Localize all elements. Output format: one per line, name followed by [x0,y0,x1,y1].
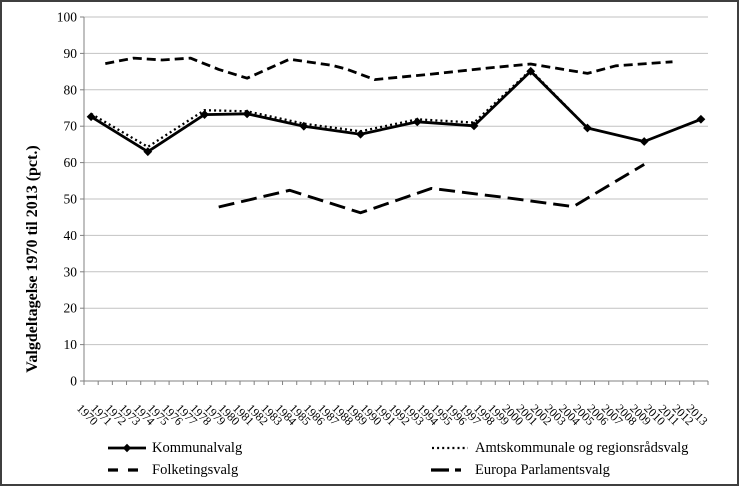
legend-label: Europa Parlamentsvalg [475,462,610,478]
legend-item-europa-parlamentsvalg: Europa Parlamentsvalg [430,461,610,479]
legend-marker-dashed-icon [108,468,140,472]
legend-item-kommunalvalg: Kommunalvalg [107,439,242,457]
series-marker-diamond [412,117,422,127]
series-line-amtskommunale-og-regionsr-dsvalg [90,68,589,149]
y-tick-label: 50 [64,192,78,207]
series-marker-diamond [469,121,479,131]
legend-label: Kommunalvalg [152,440,243,456]
y-tick-label: 30 [64,264,78,279]
series-marker-diamond [242,109,252,119]
legend-item-amtskommunale-og-regionsr-dsvalg: Amtskommunale og regionsrådsvalg [430,439,688,457]
legend-label: Folketingsvalg [152,462,239,478]
y-tick-label: 70 [64,119,78,134]
y-tick-label: 100 [57,10,78,25]
series-marker-diamond [299,121,309,131]
series-marker-diamond [696,114,706,124]
y-tick-label: 0 [70,374,77,389]
y-tick-label: 80 [64,82,78,97]
series-line-europa-parlamentsvalg [218,163,645,215]
legend-marker-dotted-icon [432,446,468,450]
series-marker-diamond [200,110,209,119]
legend-marker-solid-icon [108,443,146,453]
y-tick-label: 20 [64,301,78,316]
y-axis-title: Valgdeltagelse 1970 til 2013 (pct.) [24,145,41,373]
legend-marker-longdash-icon [431,468,463,472]
series-line-kommunalvalg [90,69,702,154]
series-marker-diamond [526,66,536,76]
series-line-folketingsvalg [105,56,673,81]
y-tick-label: 10 [64,337,78,352]
series-marker-diamond [639,137,649,146]
legend-item-folketingsvalg: Folketingsvalg [107,461,238,479]
legend-label: Amtskommunale og regionsrådsvalg [475,440,689,456]
series-marker-diamond [86,112,96,122]
y-tick-label: 60 [64,155,78,170]
y-tick-label: 90 [64,46,78,61]
series-marker-diamond [583,123,592,133]
series-marker-diamond [143,147,153,157]
series-marker-diamond [356,129,365,139]
y-tick-label: 40 [64,228,78,243]
